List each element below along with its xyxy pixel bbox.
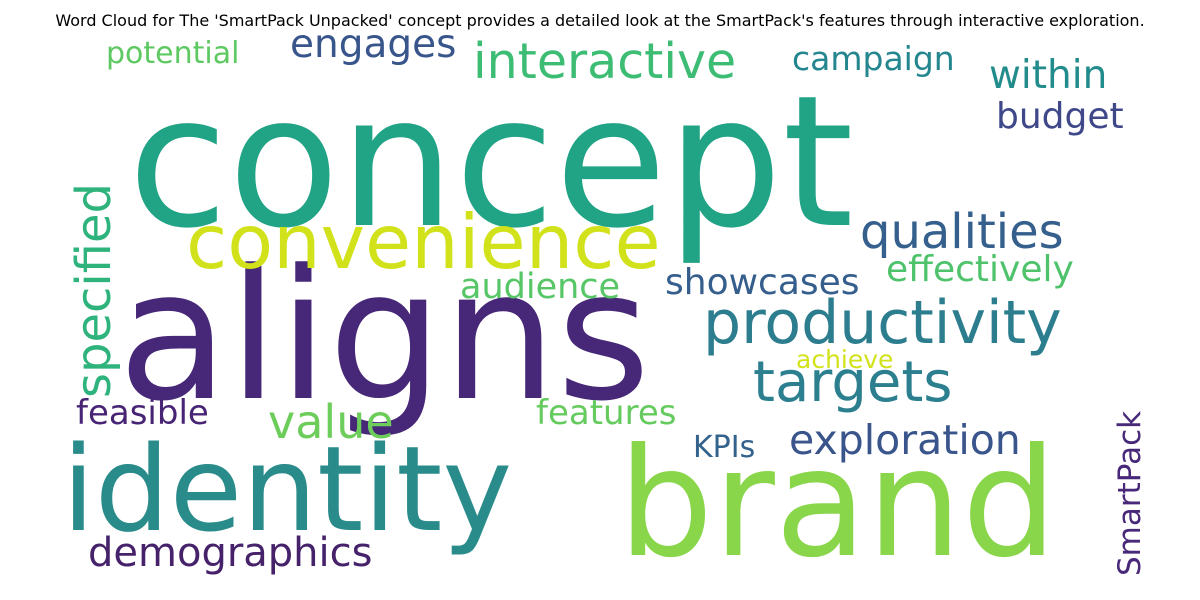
word-showcases: showcases xyxy=(665,262,860,303)
word-brand: brand xyxy=(618,417,1057,591)
word-engages: engages xyxy=(290,22,456,67)
chart-title: Word Cloud for The 'SmartPack Unpacked' … xyxy=(55,11,1145,30)
word-productivity: productivity xyxy=(703,288,1062,358)
word-features: features xyxy=(536,393,676,433)
word-qualities: qualities xyxy=(860,204,1064,260)
word-effectively: effectively xyxy=(886,249,1074,290)
word-specified: specified xyxy=(66,183,122,398)
word-targets: targets xyxy=(753,350,952,415)
word-value: value xyxy=(268,395,394,449)
word-within: within xyxy=(989,53,1107,98)
word-concept: concept xyxy=(128,56,854,268)
word-kpis: KPIs xyxy=(693,430,755,465)
word-campaign: campaign xyxy=(792,39,955,78)
word-audience: audience xyxy=(460,267,620,307)
word-interactive: interactive xyxy=(473,33,736,90)
word-aligns: aligns xyxy=(118,232,650,441)
word-potential: potential xyxy=(106,36,239,71)
word-budget: budget xyxy=(996,96,1124,137)
word-identity: identity xyxy=(62,420,512,558)
word-achieve: achieve xyxy=(796,345,893,374)
word-convenience: convenience xyxy=(186,198,661,286)
word-feasible: feasible xyxy=(76,393,209,433)
word-demographics: demographics xyxy=(88,530,372,576)
word-exploration: exploration xyxy=(789,416,1021,464)
word-smartpack: SmartPack xyxy=(1112,411,1148,576)
